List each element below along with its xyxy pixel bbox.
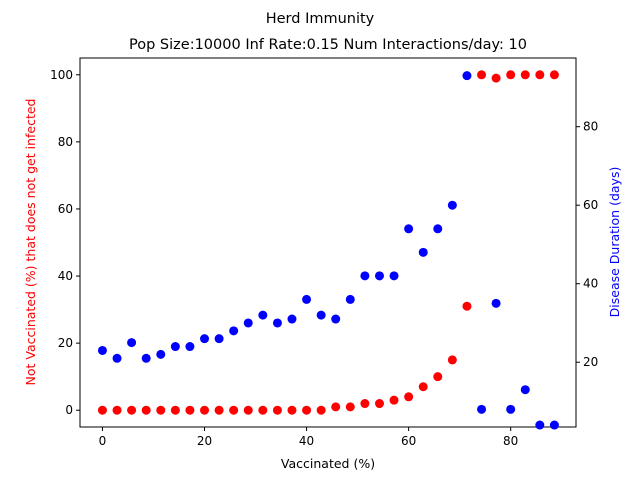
uninfected-point bbox=[170, 405, 180, 415]
uninfected-point bbox=[520, 70, 530, 80]
duration-point bbox=[316, 310, 326, 320]
x-tick-label: 20 bbox=[197, 434, 212, 448]
uninfected-point bbox=[185, 405, 195, 415]
duration-point bbox=[302, 294, 312, 304]
uninfected-point bbox=[418, 382, 428, 392]
uninfected-point bbox=[243, 405, 253, 415]
uninfected-point bbox=[97, 405, 107, 415]
chart-title: Herd Immunity bbox=[266, 11, 375, 27]
duration-point bbox=[229, 326, 239, 336]
y-axis-left-label: Not Vaccinated (%) that does not get inf… bbox=[23, 99, 38, 386]
uninfected-point bbox=[433, 372, 443, 382]
duration-point bbox=[462, 71, 472, 81]
duration-point bbox=[506, 404, 516, 414]
uninfected-point bbox=[156, 405, 166, 415]
y-left-tick-label: 60 bbox=[58, 202, 73, 216]
duration-point bbox=[549, 420, 559, 430]
duration-point bbox=[404, 224, 414, 234]
duration-point bbox=[214, 334, 224, 344]
duration-point bbox=[477, 404, 487, 414]
uninfected-point bbox=[462, 301, 472, 311]
uninfected-point bbox=[477, 70, 487, 80]
duration-point bbox=[418, 247, 428, 257]
duration-point bbox=[170, 342, 180, 352]
y-right-tick-label: 40 bbox=[583, 277, 598, 291]
uninfected-point bbox=[316, 405, 326, 415]
uninfected-point bbox=[331, 402, 341, 412]
duration-point bbox=[331, 314, 341, 324]
duration-point bbox=[141, 353, 151, 363]
uninfected-point bbox=[374, 399, 384, 409]
duration-point bbox=[127, 338, 137, 348]
duration-point bbox=[389, 271, 399, 281]
uninfected-point bbox=[549, 70, 559, 80]
duration-point bbox=[185, 342, 195, 352]
y-left-tick-label: 0 bbox=[65, 403, 73, 417]
chart-subtitle: Pop Size:10000 Inf Rate:0.15 Num Interac… bbox=[129, 37, 527, 53]
y-right-tick-label: 80 bbox=[583, 120, 598, 134]
duration-point bbox=[535, 420, 545, 430]
x-axis: 0 20 40 60 80 bbox=[99, 427, 518, 448]
uninfected-point bbox=[360, 399, 370, 409]
duration-point bbox=[156, 349, 166, 359]
duration-point bbox=[491, 298, 501, 308]
uninfected-point bbox=[200, 405, 210, 415]
x-tick-label: 40 bbox=[299, 434, 314, 448]
uninfected-point bbox=[127, 405, 137, 415]
uninfected-point bbox=[287, 405, 297, 415]
duration-point bbox=[345, 294, 355, 304]
duration-point bbox=[374, 271, 384, 281]
y-left-tick-label: 80 bbox=[58, 135, 73, 149]
uninfected-point bbox=[535, 70, 545, 80]
y-right-tick-label: 60 bbox=[583, 198, 598, 212]
duration-point bbox=[112, 353, 122, 363]
duration-point bbox=[287, 314, 297, 324]
y-axis-right: 20 40 60 80 bbox=[576, 120, 598, 369]
y-axis-right-label: Disease Duration (days) bbox=[607, 167, 622, 318]
duration-point bbox=[520, 385, 530, 395]
uninfected-point bbox=[214, 405, 224, 415]
duration-point bbox=[97, 345, 107, 355]
y-right-tick-label: 20 bbox=[583, 355, 598, 369]
x-tick-label: 0 bbox=[99, 434, 107, 448]
x-axis-label: Vaccinated (%) bbox=[281, 456, 375, 471]
uninfected-point bbox=[389, 395, 399, 405]
uninfected-point bbox=[491, 73, 501, 83]
duration-point bbox=[360, 271, 370, 281]
duration-point bbox=[258, 310, 268, 320]
y-left-tick-label: 100 bbox=[50, 68, 73, 82]
uninfected-point bbox=[345, 402, 355, 412]
y-left-tick-label: 40 bbox=[58, 269, 73, 283]
duration-point bbox=[243, 318, 253, 328]
uninfected-point bbox=[506, 70, 516, 80]
uninfected-point bbox=[404, 392, 414, 402]
x-tick-label: 80 bbox=[503, 434, 518, 448]
y-left-tick-label: 20 bbox=[58, 336, 73, 350]
uninfected-point bbox=[112, 405, 122, 415]
plot-area-frame bbox=[79, 57, 577, 428]
uninfected-point bbox=[141, 405, 151, 415]
y-axis-left: 0 20 40 60 80 100 bbox=[50, 68, 80, 417]
uninfected-point bbox=[302, 405, 312, 415]
x-tick-label: 60 bbox=[401, 434, 416, 448]
uninfected-point bbox=[229, 405, 239, 415]
duration-point bbox=[272, 318, 282, 328]
uninfected-point bbox=[272, 405, 282, 415]
duration-point bbox=[200, 334, 210, 344]
duration-point bbox=[433, 224, 443, 234]
data-points bbox=[97, 70, 559, 430]
uninfected-point bbox=[447, 355, 457, 365]
uninfected-point bbox=[258, 405, 268, 415]
duration-point bbox=[447, 200, 457, 210]
